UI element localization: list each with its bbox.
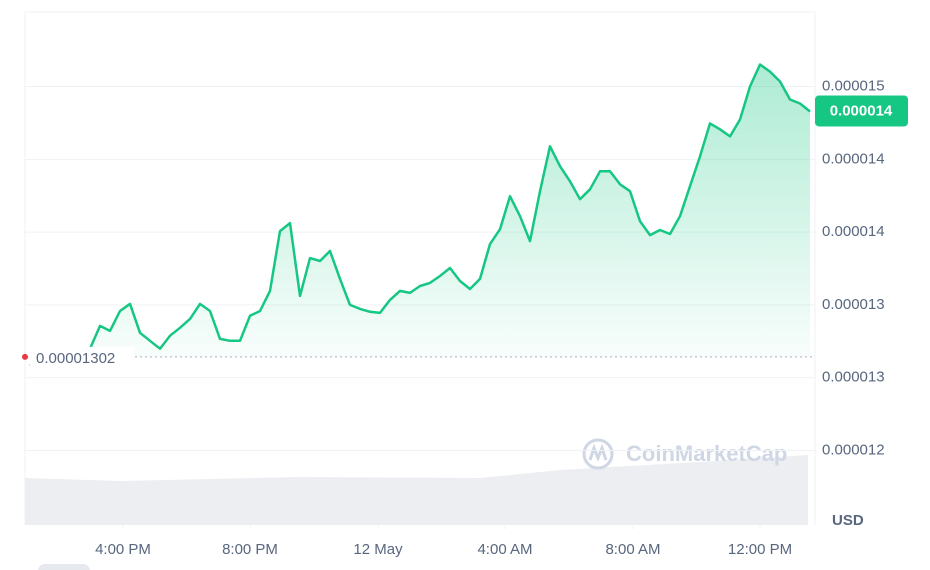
x-tick-label: 8:00 AM bbox=[605, 541, 660, 558]
x-tick-label: 12:00 PM bbox=[728, 541, 792, 558]
y-tick-label: 0.000014 bbox=[822, 150, 885, 167]
baseline-label-bg bbox=[30, 346, 134, 367]
x-tick-label: 4:00 PM bbox=[95, 541, 151, 558]
last-price-label: 0.000014 bbox=[830, 102, 893, 119]
last-price-tag: 0.000014 bbox=[815, 95, 908, 127]
watermark: CoinMarketCap bbox=[582, 438, 787, 470]
y-tick-label: 0.000013 bbox=[822, 369, 885, 386]
y-tick-label: 0.000015 bbox=[822, 77, 885, 94]
y-tick-label: 0.000013 bbox=[822, 296, 885, 313]
x-tick-label: 8:00 PM bbox=[222, 541, 278, 558]
x-tick-label: 4:00 AM bbox=[477, 541, 532, 558]
baseline-label: 0.00001302 bbox=[36, 350, 115, 367]
scroll-handle bbox=[38, 564, 90, 570]
currency-label: USD bbox=[832, 512, 864, 529]
baseline-marker bbox=[22, 353, 28, 360]
watermark-text: CoinMarketCap bbox=[626, 441, 787, 466]
y-tick-label: 0.000012 bbox=[822, 441, 885, 458]
x-tick-label: 12 May bbox=[353, 541, 403, 558]
volume-bars bbox=[25, 455, 808, 525]
y-tick-label: 0.000014 bbox=[822, 223, 885, 240]
price-area bbox=[30, 64, 810, 366]
last-price-box bbox=[815, 95, 908, 127]
price-line bbox=[29, 63, 811, 367]
